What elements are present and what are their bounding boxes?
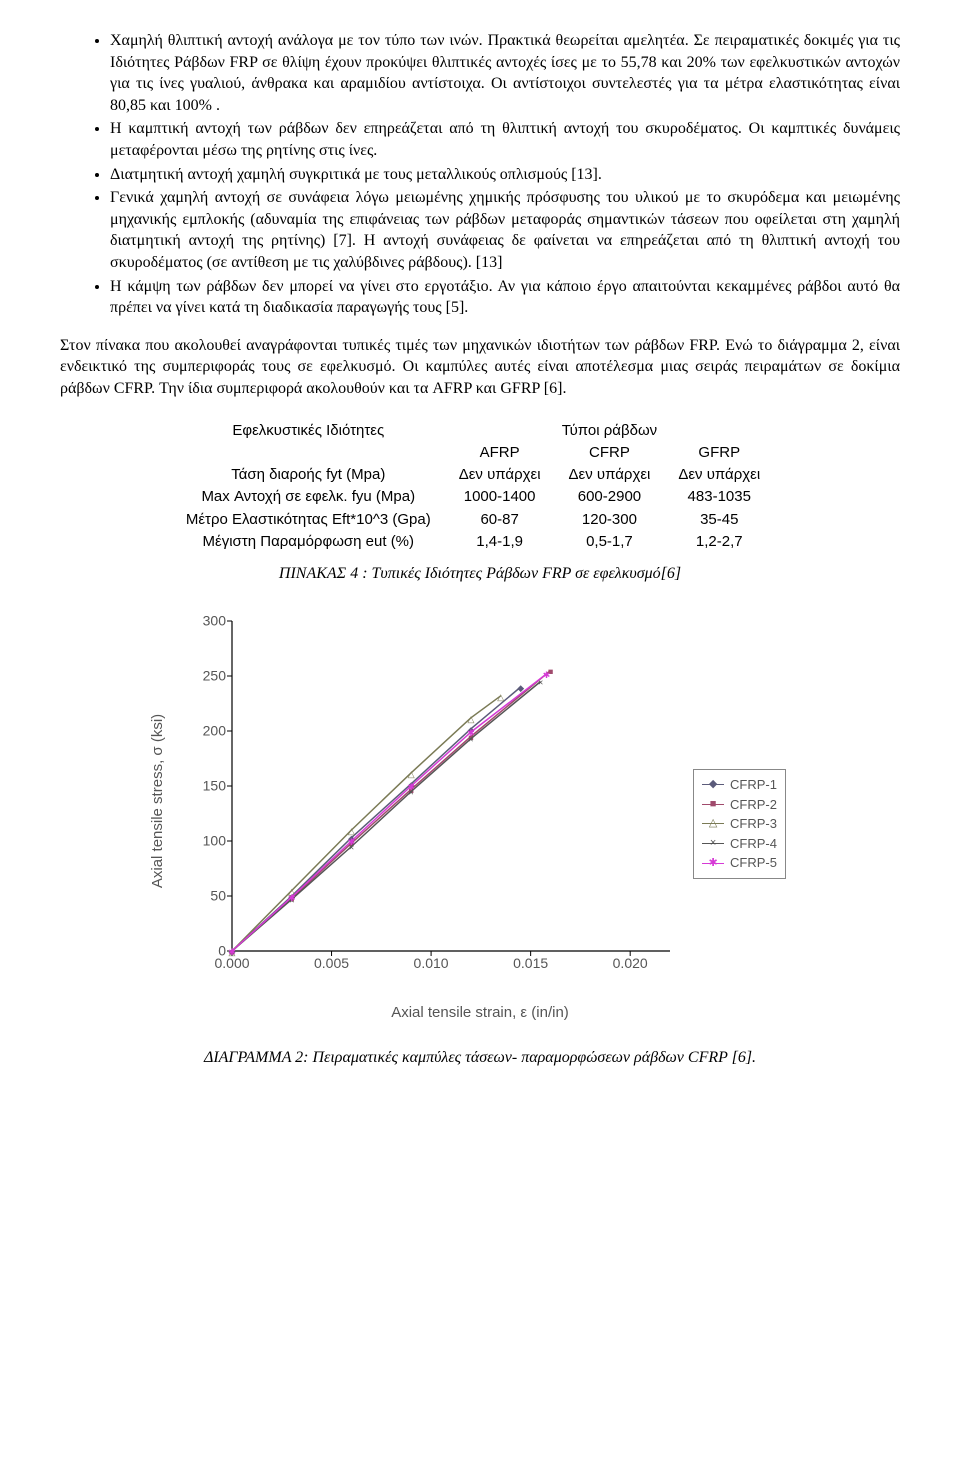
legend-item: ◆CFRP-1 bbox=[702, 775, 777, 795]
body-paragraph: Στον πίνακα που ακολουθεί αναγράφονται τ… bbox=[60, 335, 900, 400]
table-cell: 600-2900 bbox=[555, 486, 665, 508]
legend-item: ✱CFRP-5 bbox=[702, 853, 777, 873]
x-tick: 0.010 bbox=[414, 954, 449, 973]
table-cell: 35-45 bbox=[664, 509, 774, 531]
table-col-header: GFRP bbox=[664, 442, 774, 464]
legend-item: △CFRP-3 bbox=[702, 814, 777, 834]
table-cell: 60-87 bbox=[445, 509, 555, 531]
table-header-group: Τύποι ράβδων bbox=[445, 420, 774, 442]
x-tick: 0.005 bbox=[314, 954, 349, 973]
table-cell: Δεν υπάρχει bbox=[664, 464, 774, 486]
table-cell: Δεν υπάρχει bbox=[445, 464, 555, 486]
table-caption: ΠΙΝΑΚΑΣ 4 : Τυπικές Ιδιότητες Ράβδων FRP… bbox=[60, 563, 900, 585]
svg-text:△: △ bbox=[497, 691, 504, 701]
properties-table: Εφελκυστικές ΙδιότητεςΤύποι ράβδωνAFRPCF… bbox=[60, 420, 900, 554]
y-tick: 300 bbox=[186, 611, 226, 630]
svg-text:✱: ✱ bbox=[348, 837, 356, 847]
legend-item: ■CFRP-2 bbox=[702, 795, 777, 815]
y-tick: 200 bbox=[186, 721, 226, 740]
svg-text:✱: ✱ bbox=[467, 728, 475, 738]
table-header-left: Εφελκυστικές Ιδιότητες bbox=[186, 420, 445, 442]
stress-strain-chart: Axial tensile stress, σ (ksi) ◆◆◆◆◆◆■■■■… bbox=[170, 611, 790, 1023]
table-cell: 0,5-1,7 bbox=[555, 531, 665, 553]
legend-item: ×CFRP-4 bbox=[702, 834, 777, 854]
table-cell: 1000-1400 bbox=[445, 486, 555, 508]
table-cell: 120-300 bbox=[555, 509, 665, 531]
table-row-label: Μέτρο Ελαστικότητας Eft*10^3 (Gpa) bbox=[186, 509, 445, 531]
bullet-item: Η καμπτική αντοχή των ράβδων δεν επηρεάζ… bbox=[110, 118, 900, 161]
table-col-header: AFRP bbox=[445, 442, 555, 464]
table-col-header: CFRP bbox=[555, 442, 665, 464]
bullet-item: Χαμηλή θλιπτική αντοχή ανάλογα με τον τύ… bbox=[110, 30, 900, 116]
svg-text:✱: ✱ bbox=[288, 893, 296, 903]
svg-text:△: △ bbox=[348, 826, 355, 836]
bullet-item: Η κάμψη των ράβδων δεν μπορεί να γίνει σ… bbox=[110, 276, 900, 319]
chart-caption: ΔΙΑΓΡΑΜΜΑ 2: Πειραματικές καμπύλες τάσεω… bbox=[60, 1047, 900, 1069]
table-cell: Δεν υπάρχει bbox=[555, 464, 665, 486]
svg-text:✱: ✱ bbox=[407, 782, 415, 792]
svg-text:△: △ bbox=[467, 713, 474, 723]
bullet-item: Διατμητική αντοχή χαμηλή συγκριτικά με τ… bbox=[110, 164, 900, 186]
table-cell: 1,2-2,7 bbox=[664, 531, 774, 553]
bullet-item: Γενικά χαμηλή αντοχή σε συνάφεια λόγω με… bbox=[110, 187, 900, 273]
svg-text:△: △ bbox=[408, 768, 415, 778]
table-row-label: Τάση διαροής fyt (Mpa) bbox=[186, 464, 445, 486]
y-tick: 50 bbox=[186, 886, 226, 905]
table-row-label: Max Αντοχή σε εφελκ. fyu (Mpa) bbox=[186, 486, 445, 508]
table-row-label: Μέγιστη Παραμόρφωση eut (%) bbox=[186, 531, 445, 553]
chart-legend: ◆CFRP-1■CFRP-2△CFRP-3×CFRP-4✱CFRP-5 bbox=[693, 769, 786, 879]
chart-ylabel: Axial tensile stress, σ (ksi) bbox=[148, 713, 168, 887]
y-tick: 100 bbox=[186, 831, 226, 850]
x-tick: 0.020 bbox=[613, 954, 648, 973]
chart-xlabel: Axial tensile strain, ε (in/in) bbox=[170, 1003, 790, 1023]
x-tick: 0.015 bbox=[513, 954, 548, 973]
y-tick: 250 bbox=[186, 666, 226, 685]
bullet-list: Χαμηλή θλιπτική αντοχή ανάλογα με τον τύ… bbox=[60, 30, 900, 319]
x-tick: 0.000 bbox=[214, 954, 249, 973]
table-cell: 483-1035 bbox=[664, 486, 774, 508]
table-cell: 1,4-1,9 bbox=[445, 531, 555, 553]
y-tick: 150 bbox=[186, 776, 226, 795]
svg-text:✱: ✱ bbox=[543, 669, 551, 679]
